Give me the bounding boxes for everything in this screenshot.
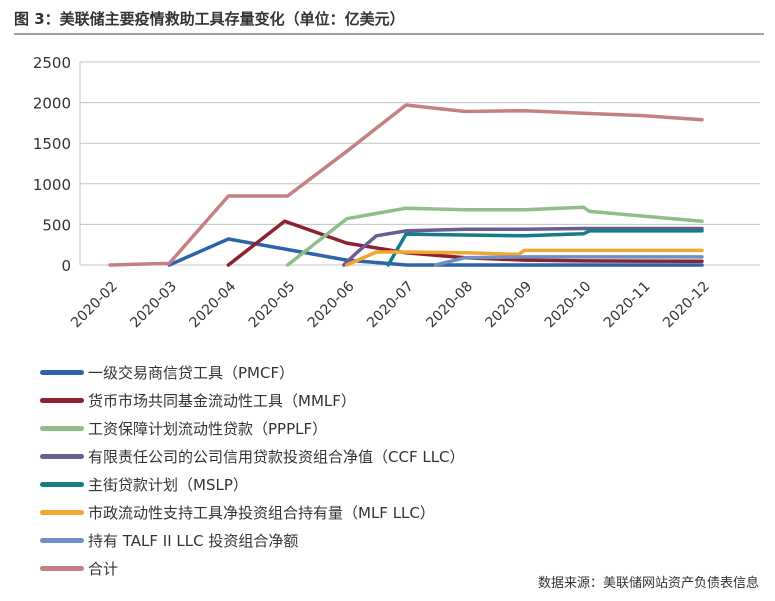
- legend-swatch: [40, 425, 84, 431]
- legend-item: 主街贷款计划（MSLP）: [40, 470, 465, 498]
- legend-item: 工资保障计划流动性贷款（PPPLF）: [40, 414, 465, 442]
- y-tick-label: 500: [42, 216, 71, 234]
- legend-swatch: [40, 509, 84, 515]
- series-line: [342, 226, 704, 267]
- x-tick-label: 2020-03: [127, 279, 180, 332]
- legend-swatch: [40, 453, 84, 459]
- chart-legend: 一级交易商信贷工具（PMCF） 货币市场共同基金流动性工具（MMLF） 工资保障计划…: [40, 358, 465, 582]
- y-tick-label: 1000: [33, 176, 71, 194]
- x-tick-label: 2020-07: [364, 279, 417, 332]
- legend-item: 有限责任公司的公司信用贷款投资组合净值（CCF LLC）: [40, 442, 465, 470]
- legend-label: 有限责任公司的公司信用贷款投资组合净值（CCF LLC）: [88, 447, 465, 466]
- legend-label: 持有 TALF II LLC 投资组合净额: [88, 531, 299, 550]
- x-tick-label: 2020-02: [68, 279, 121, 332]
- series-line: [386, 229, 704, 267]
- y-tick-label: 0: [61, 257, 71, 275]
- series-line: [345, 248, 704, 267]
- legend-item: 货币市场共同基金流动性工具（MMLF）: [40, 386, 465, 414]
- legend-swatch: [40, 481, 84, 487]
- legend-label: 一级交易商信贷工具（PMCF）: [88, 363, 295, 382]
- chart-title: 图 3：美联储主要疫情救助工具存量变化（单位：亿美元）: [14, 10, 405, 28]
- legend-label: 合计: [88, 559, 119, 578]
- x-tick-label: 2020-04: [187, 278, 240, 331]
- legend-label: 市政流动性支持工具净投资组合持有量（MLF LLC）: [88, 503, 435, 522]
- source-note: 数据来源：美联储网站资产负债表信息: [537, 576, 759, 591]
- x-tick-label: 2020-06: [305, 278, 358, 331]
- x-tick-label: 2020-08: [423, 279, 476, 332]
- legend-swatch: [40, 537, 84, 543]
- title-divider: [14, 33, 764, 35]
- y-tick-label: 2000: [33, 95, 71, 113]
- legend-label: 工资保障计划流动性贷款（PPPLF）: [88, 419, 328, 438]
- legend-item: 合计: [40, 554, 465, 582]
- x-tick-label: 2020-09: [483, 279, 536, 332]
- legend-swatch: [40, 369, 84, 375]
- x-tick-label: 2020-05: [246, 279, 299, 332]
- series-line: [285, 205, 704, 267]
- x-tick-label: 2020-11: [601, 279, 654, 332]
- legend-item: 持有 TALF II LLC 投资组合净额: [40, 526, 465, 554]
- series-line: [226, 219, 704, 267]
- series-line: [433, 255, 704, 267]
- y-tick-label: 2500: [33, 54, 71, 72]
- series-line: [108, 103, 704, 267]
- legend-swatch: [40, 565, 84, 571]
- legend-swatch: [40, 397, 84, 403]
- x-tick-label: 2020-12: [660, 279, 713, 332]
- x-tick-label: 2020-10: [542, 279, 595, 332]
- legend-label: 主街贷款计划（MSLP）: [88, 475, 248, 494]
- legend-item: 一级交易商信贷工具（PMCF）: [40, 358, 465, 386]
- legend-label: 货币市场共同基金流动性工具（MMLF）: [88, 391, 356, 410]
- legend-item: 市政流动性支持工具净投资组合持有量（MLF LLC）: [40, 498, 465, 526]
- y-tick-label: 1500: [33, 135, 71, 153]
